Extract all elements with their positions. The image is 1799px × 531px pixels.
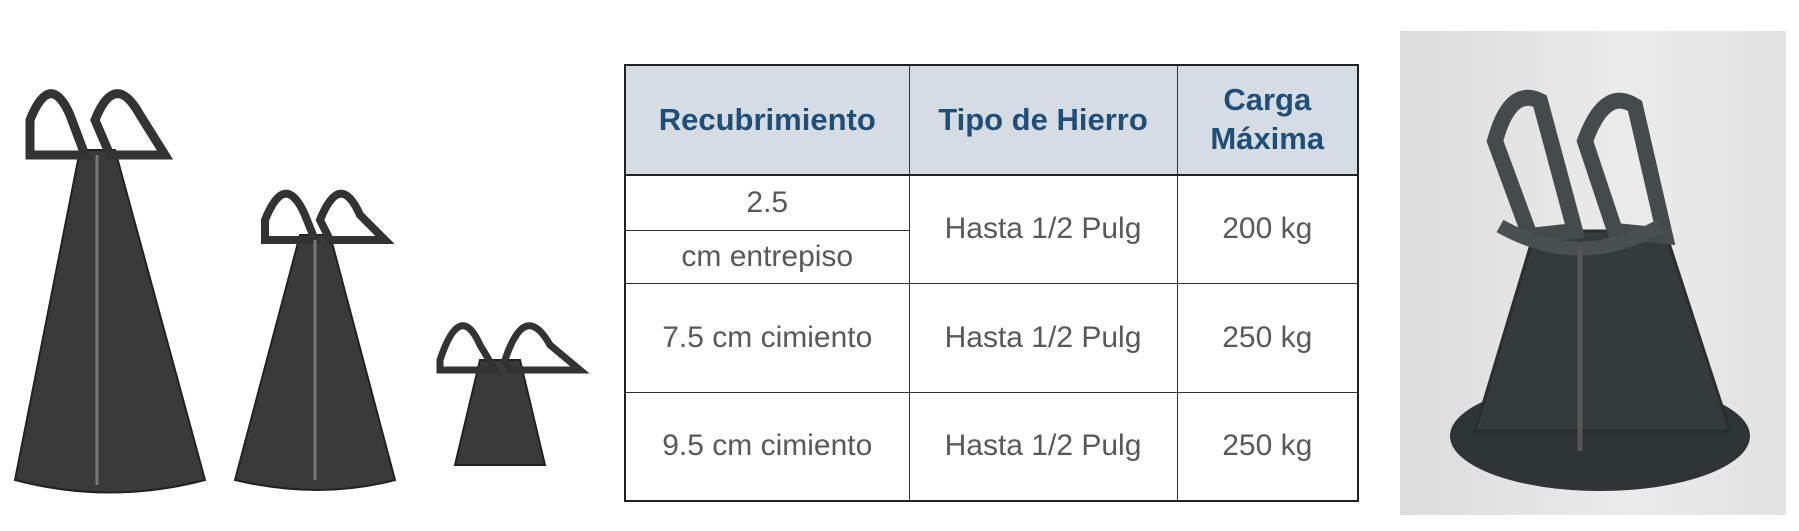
cell-tipo: Hasta 1/2 Pulg: [908, 282, 1178, 393]
table-row: 7.5 cm cimiento Hasta 1/2 Pulg 250 kg: [624, 282, 1359, 393]
cell-tipo: Hasta 1/2 Pulg: [908, 391, 1178, 502]
table-header-row: Recubrimiento Tipo de Hierro Carga Máxim…: [624, 64, 1359, 176]
cell-recubrimiento: 9.5 cm cimiento: [624, 391, 910, 502]
cell-carga: 250 kg: [1176, 391, 1359, 502]
header-recubrimiento: Recubrimiento: [624, 64, 910, 176]
product-photo-single-spacer: [1400, 31, 1786, 515]
header-carga-line2: Máxima: [1210, 121, 1325, 156]
header-carga-line1: Carga: [1223, 82, 1312, 118]
cell-tipo: Hasta 1/2 Pulg: [908, 174, 1178, 284]
spacer-specs-table: Recubrimiento Tipo de Hierro Carga Máxim…: [624, 64, 1359, 502]
cell-recubrimiento-line2: cm entrepiso: [624, 229, 910, 284]
product-photo-three-spacers: [0, 60, 600, 510]
table-row: 9.5 cm cimiento Hasta 1/2 Pulg 250 kg: [624, 391, 1359, 502]
cell-recubrimiento-line1: 2.5: [624, 174, 910, 231]
table-row: 2.5 Hasta 1/2 Pulg 200 kg: [624, 174, 1359, 284]
cell-recubrimiento: 7.5 cm cimiento: [624, 282, 910, 393]
header-carga-maxima: Carga Máxima: [1176, 64, 1359, 176]
cell-carga: 250 kg: [1176, 282, 1359, 393]
header-tipo-de-hierro: Tipo de Hierro: [908, 64, 1178, 176]
cell-carga: 200 kg: [1176, 174, 1359, 284]
table-row: cm entrepiso: [624, 229, 1358, 284]
